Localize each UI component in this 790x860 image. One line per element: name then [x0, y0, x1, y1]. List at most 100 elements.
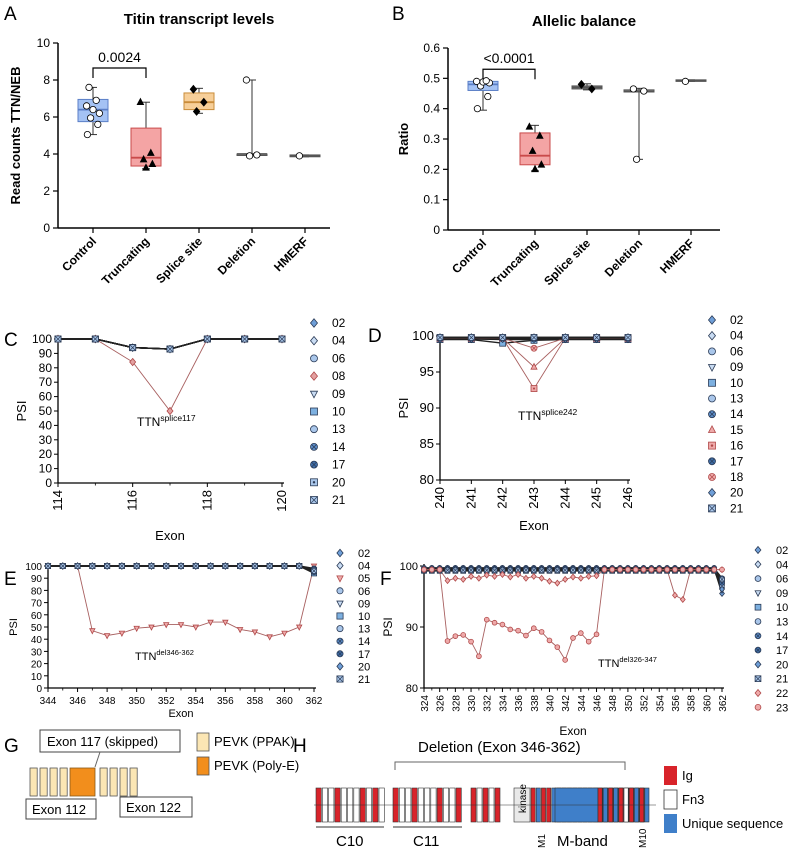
series-point: [711, 566, 717, 573]
series-point: [133, 625, 140, 633]
series-point: [601, 566, 608, 573]
y-tick-label: 0: [45, 476, 52, 490]
series-point: [719, 585, 725, 593]
legend-marker-x: [336, 675, 344, 683]
series-point-x: [531, 567, 537, 573]
series-point: [421, 566, 427, 573]
series-point: [593, 631, 600, 638]
exon-blocks: [29, 767, 138, 797]
legend-unique-swatch: [664, 814, 677, 833]
legend-label: 23: [776, 702, 788, 714]
data-point: [89, 106, 97, 114]
legend-unique-label: Unique sequence: [682, 816, 783, 831]
x-tick-label: HMERF: [271, 234, 311, 274]
series-point: [166, 406, 174, 416]
legend-marker: [336, 600, 344, 608]
legend-label: 20: [730, 486, 744, 500]
y-tick-label: 0: [43, 221, 50, 235]
series-point: [538, 574, 545, 582]
data-point: [681, 77, 690, 85]
x-tick-label: 350: [128, 696, 145, 707]
series-point: [444, 577, 451, 585]
series-point: [429, 566, 435, 573]
legend-marker: [754, 590, 762, 598]
y-tick-label: 100: [32, 332, 52, 346]
series-point: [177, 622, 185, 629]
x-axis-label: Exon: [519, 518, 549, 533]
legend-label: 04: [332, 334, 346, 348]
y-tick-label: 40: [39, 418, 53, 432]
series-point: [266, 634, 273, 641]
series-point-x: [546, 567, 553, 573]
series-point-x: [554, 567, 560, 573]
series-point-x: [311, 568, 317, 574]
series-point-x: [204, 335, 211, 343]
series-point: [609, 566, 616, 573]
x-tick-label: 328: [451, 695, 462, 712]
y-tick-label: 60: [31, 611, 43, 622]
x-tick-label: 340: [545, 695, 556, 712]
x-tick-label: Truncating: [99, 234, 152, 287]
data-point: [94, 120, 102, 129]
data-point: [525, 122, 534, 130]
exon-block: [109, 767, 118, 797]
significance-bracket: [92, 67, 147, 78]
series-point: [577, 574, 584, 582]
series-point-x: [468, 567, 474, 573]
x-tick-label: HMERF: [657, 236, 697, 276]
x-tick-label: 118: [199, 490, 214, 511]
data-point: [246, 152, 254, 160]
legend-label: 04: [358, 561, 370, 573]
series-point-x: [530, 334, 538, 341]
exon-112-box: [25, 798, 97, 820]
y-tick-label: 0.4: [423, 102, 440, 116]
series-point: [192, 624, 200, 631]
series-point-x: [54, 335, 62, 343]
series-point-x: [278, 335, 286, 343]
y-tick-label: 30: [31, 647, 43, 658]
significance-bracket: [482, 68, 536, 80]
legend-label: 06: [730, 344, 744, 358]
series-point: [703, 566, 710, 573]
y-axis-label: PSI: [8, 618, 20, 636]
x-tick-label: 332: [483, 695, 494, 712]
deletion-bracket: [394, 761, 626, 770]
legend-marker: [707, 330, 717, 341]
legend-marker-x: [755, 647, 761, 653]
series-point-x: [252, 563, 258, 569]
legend-marker: [310, 354, 318, 363]
legend-label: 04: [776, 559, 788, 571]
legend-label: 17: [358, 649, 370, 661]
legend-label: 10: [776, 602, 788, 614]
legend-marker: [707, 315, 717, 325]
series-point-x: [192, 563, 199, 569]
legend-polye-label: PEVK (Poly-E): [214, 758, 299, 773]
series-point-x: [593, 567, 600, 573]
legend-marker: [754, 560, 762, 569]
legend-label: 17: [730, 454, 744, 468]
series-point-x: [207, 563, 214, 569]
x-tick-label: 362: [718, 695, 729, 712]
series-point-x: [237, 563, 243, 569]
legend-label: 17: [776, 645, 788, 657]
legend-marker-x: [310, 496, 318, 504]
x-tick-label: 245: [589, 487, 604, 509]
legend-marker: [754, 703, 762, 711]
exon-block: [49, 767, 58, 797]
x-tick-label: 356: [671, 695, 682, 712]
series-point: [118, 630, 126, 637]
domain-blocks: [314, 787, 656, 823]
x-axis-label: Exon: [168, 708, 193, 720]
legend-label: 20: [332, 475, 346, 489]
p-value-label: <0.0001: [484, 50, 535, 66]
series-point: [546, 577, 553, 585]
domain-diagram-h: Deletion (Exon 346-362) C10 C11 M-band k…: [314, 739, 783, 850]
series-point: [632, 566, 639, 573]
legend-label: 10: [332, 405, 346, 419]
legend-label: 21: [730, 501, 744, 515]
legend-marker: [336, 612, 344, 620]
x-tick-label: Deletion: [602, 236, 645, 279]
series-point: [162, 622, 170, 629]
x-tick-label: 114: [50, 490, 65, 511]
x-tick-label: 344: [577, 695, 588, 712]
